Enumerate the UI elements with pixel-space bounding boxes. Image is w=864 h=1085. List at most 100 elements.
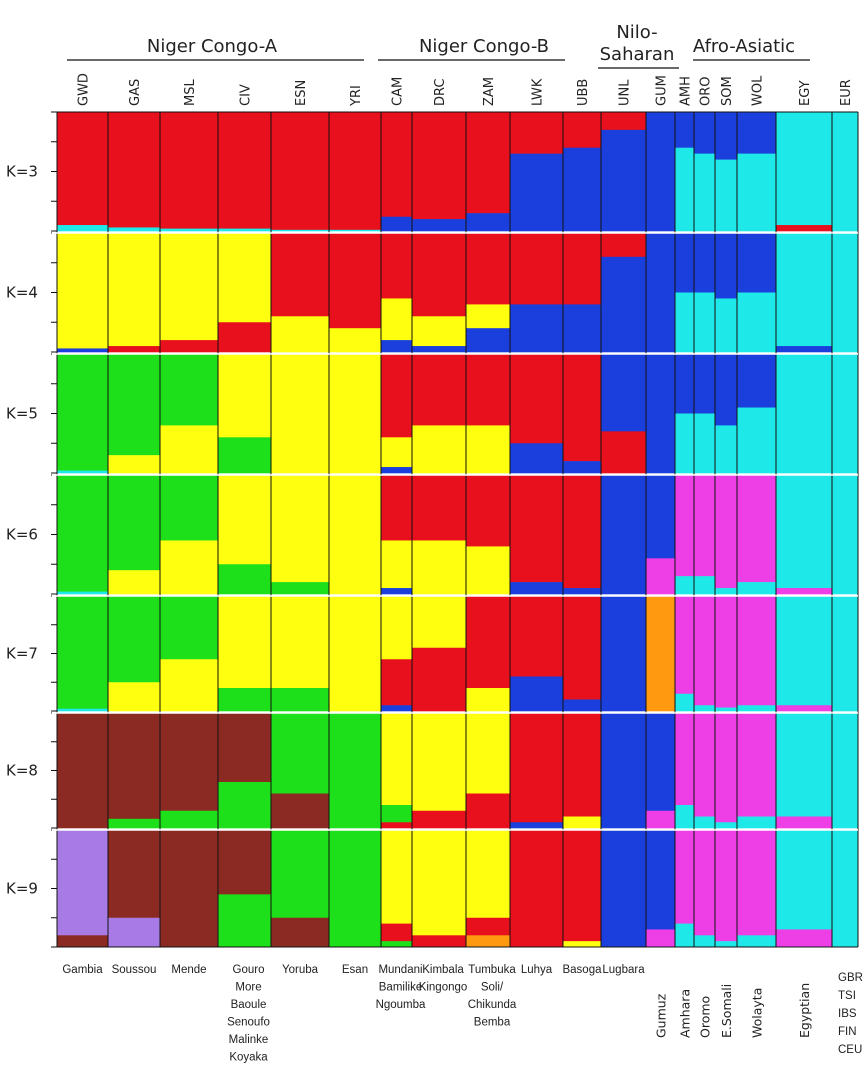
admix-segment-k7-gwd-0 (57, 596, 108, 709)
pop-name-eur-3: FIN (838, 1026, 857, 1038)
admix-segment-k5-ubb-1 (563, 461, 601, 474)
admix-segment-k9-esn-0 (271, 830, 329, 919)
admix-segment-k4-esn-0 (271, 233, 329, 317)
admix-segment-k4-cam-2 (381, 340, 412, 353)
pop-name-drc-0: Kimbala (422, 964, 464, 976)
admix-segment-k8-civ-0 (218, 713, 271, 783)
admix-segment-k4-unl-0 (601, 233, 646, 258)
admix-segment-k8-oro-0 (694, 713, 715, 817)
admix-segment-k5-gas-1 (108, 455, 160, 474)
admix-segment-k8-eur-0 (832, 713, 858, 829)
admix-segment-k9-wol-0 (737, 830, 776, 936)
admix-segment-k9-ubb-1 (563, 941, 601, 948)
admix-segment-k3-cam-0 (381, 112, 412, 218)
admix-segment-k3-oro-1 (694, 153, 715, 232)
admix-segment-k7-oro-0 (694, 596, 715, 706)
admix-segment-k5-civ-1 (218, 437, 271, 474)
admix-segment-k6-esn-0 (271, 475, 329, 583)
pop-name-zam-0: Tumbuka (468, 964, 516, 976)
admix-segment-k7-amh-1 (675, 693, 694, 712)
admix-segment-k7-gas-0 (108, 596, 160, 683)
admix-segment-k5-oro-0 (694, 354, 715, 414)
admix-segment-k8-unl-0 (601, 713, 646, 829)
admix-segment-k3-som-1 (715, 159, 737, 232)
admix-segment-k8-lwk-1 (510, 822, 563, 829)
pop-name-civ-5: Koyaka (229, 1052, 268, 1064)
pop-name-civ-4: Malinke (229, 1034, 269, 1046)
pop-code-eur: EUR (839, 79, 854, 106)
pop-name-cam-0: Mundani (378, 964, 422, 976)
admix-segment-k4-ubb-1 (563, 304, 601, 353)
admix-segment-k9-eur-0 (832, 830, 858, 948)
admix-segment-k7-civ-1 (218, 688, 271, 712)
admix-segment-k4-civ-0 (218, 233, 271, 323)
admix-segment-k8-gum-1 (646, 810, 675, 829)
admix-segment-k8-gas-0 (108, 713, 160, 820)
admix-segment-k4-wol-0 (737, 233, 776, 293)
admix-segment-k5-msl-0 (160, 354, 218, 426)
admix-segment-k5-cam-2 (381, 467, 412, 474)
admix-segment-k5-zam-0 (466, 354, 510, 426)
admix-segment-k6-ubb-0 (563, 475, 601, 589)
pop-name-ubb-0: Basoga (562, 964, 602, 976)
admix-segment-k3-lwk-1 (510, 153, 563, 232)
admix-segment-k3-eur-0 (832, 112, 858, 232)
pop-code-wol: WOL (751, 75, 766, 106)
admix-segment-k7-som-0 (715, 596, 737, 708)
admix-segment-k5-gwd-0 (57, 354, 108, 471)
pop-name-eur-4: CEU (838, 1044, 862, 1056)
admix-segment-k6-egy-1 (776, 588, 832, 595)
admix-segment-k8-ubb-0 (563, 713, 601, 817)
admix-segment-k5-wol-1 (737, 407, 776, 474)
admix-segment-k7-civ-0 (218, 596, 271, 689)
admix-segment-k4-wol-1 (737, 292, 776, 353)
admix-segment-k6-gas-1 (108, 570, 160, 595)
admix-segment-k4-cam-0 (381, 233, 412, 299)
admix-segment-k3-gwd-1 (57, 225, 108, 232)
admix-segment-k4-egy-1 (776, 346, 832, 353)
admix-segment-k7-ubb-1 (563, 699, 601, 712)
pop-code-drc: DRC (433, 79, 448, 106)
k-label-3: K=3 (6, 163, 38, 181)
admix-segment-k5-lwk-1 (510, 443, 563, 474)
pop-name-cam-2: Ngoumba (376, 999, 426, 1011)
admix-segment-k8-som-1 (715, 822, 737, 829)
admix-segment-k6-lwk-0 (510, 475, 563, 583)
admix-segment-k6-wol-1 (737, 582, 776, 595)
group-title-2-line-1: Saharan (600, 44, 675, 65)
admix-segment-k9-zam-2 (466, 935, 510, 948)
admix-segment-k7-drc-0 (412, 596, 466, 649)
admix-segment-k4-lwk-1 (510, 304, 563, 353)
admix-segment-k8-civ-1 (218, 782, 271, 829)
admix-segment-k5-drc-0 (412, 354, 466, 426)
admix-segment-k3-gum-0 (646, 112, 675, 232)
admix-segment-k9-gas-1 (108, 917, 160, 948)
admix-segment-k3-msl-1 (160, 228, 218, 232)
admix-segment-k3-egy-0 (776, 112, 832, 226)
admix-segment-k8-yri-0 (329, 713, 381, 829)
pop-name-gum: Gumuz (654, 993, 669, 1038)
admix-segment-k5-zam-1 (466, 425, 510, 474)
admix-segment-k6-lwk-1 (510, 582, 563, 595)
admix-segment-k5-unl-1 (601, 431, 646, 474)
pop-name-zam-3: Bemba (474, 1017, 511, 1029)
admix-segment-k7-lwk-1 (510, 676, 563, 712)
admix-segment-k4-som-1 (715, 298, 737, 353)
admix-segment-k9-egy-1 (776, 929, 832, 948)
admix-segment-k7-gwd-1 (57, 708, 108, 712)
admix-segment-k4-yri-0 (329, 233, 381, 329)
admix-segment-k6-ubb-1 (563, 588, 601, 595)
admix-segment-k8-drc-1 (412, 810, 466, 829)
panel-frame (52, 111, 859, 948)
admix-segment-k4-ubb-0 (563, 233, 601, 305)
admix-segment-k6-som-1 (715, 588, 737, 595)
admix-segment-k6-gum-0 (646, 475, 675, 559)
admix-segment-k5-oro-1 (694, 413, 715, 474)
pop-code-lwk: LWK (531, 78, 546, 106)
admix-segment-k7-zam-0 (466, 596, 510, 689)
group-title-3-line-0: Afro-Asiatic (693, 36, 795, 57)
admix-segment-k7-drc-1 (412, 647, 466, 712)
pop-name-zam-2: Chikunda (468, 999, 517, 1011)
admix-segment-k3-zam-1 (466, 213, 510, 232)
